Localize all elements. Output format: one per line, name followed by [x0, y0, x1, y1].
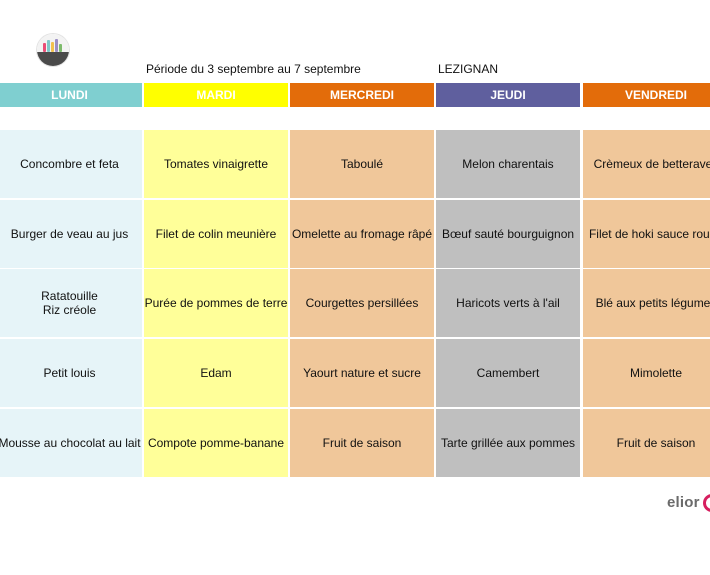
menu-cell: Petit louis: [0, 339, 142, 407]
menu-cell: Omelette au fromage râpé: [290, 200, 434, 268]
menu-cell: Filet de hoki sauce rouge: [583, 200, 710, 268]
menu-item-text: Mousse au chocolat au lait: [0, 436, 141, 450]
menu-cell: Mimolette: [583, 339, 710, 407]
menu-cell: Melon charentais: [436, 130, 580, 198]
menu-item-text: Tarte grillée aux pommes: [440, 436, 576, 450]
day-header-mardi: MARDI: [144, 83, 288, 107]
menu-item-text: Taboulé: [340, 157, 384, 171]
elior-logo: elior: [667, 494, 700, 511]
menu-item-text: Filet de hoki sauce rouge: [588, 227, 710, 241]
menu-item-text: Tomates vinaigrette: [163, 157, 269, 171]
menu-cell: Mousse au chocolat au lait: [0, 409, 142, 477]
menu-item-text: Fruit de saison: [322, 436, 402, 450]
day-header-vendredi: VENDREDI: [583, 83, 710, 107]
menu-item-text: Fruit de saison: [616, 436, 696, 450]
menu-cell: Ratatouille Riz créole: [0, 269, 142, 337]
menu-cell: Bœuf sauté bourguignon: [436, 200, 580, 268]
menu-item-text: Burger de veau au jus: [10, 227, 129, 241]
menu-cell: Haricots verts à l'ail: [436, 269, 580, 337]
menu-cell: Blé aux petits légumes: [583, 269, 710, 337]
menu-cell: Filet de colin meunière: [144, 200, 288, 268]
menu-item-text: Blé aux petits légumes: [595, 296, 710, 310]
menu-item-text: Edam: [200, 366, 232, 380]
location-label: LEZIGNAN: [438, 62, 499, 76]
menu-item-text: Omelette au fromage râpé: [291, 227, 433, 241]
day-header-mercredi: MERCREDI: [290, 83, 434, 107]
menu-cell: Concombre et feta: [0, 130, 142, 198]
menu-cell: Fruit de saison: [583, 409, 710, 477]
menu-item-text: Purée de pommes de terre: [144, 296, 288, 310]
menu-cell: Crèmeux de betteraves: [583, 130, 710, 198]
menu-item-text: Bœuf sauté bourguignon: [441, 227, 575, 241]
menu-cell: Tarte grillée aux pommes: [436, 409, 580, 477]
period-label: Période du 3 septembre au 7 septembre: [146, 62, 361, 76]
school-logo: [37, 34, 69, 66]
menu-item-text: Compote pomme-banane: [147, 436, 285, 450]
menu-cell: Tomates vinaigrette: [144, 130, 288, 198]
menu-item-text: Concombre et feta: [20, 157, 119, 171]
menu-cell: Purée de pommes de terre: [144, 269, 288, 337]
menu-item-text: Filet de colin meunière: [155, 227, 277, 241]
menu-item-text: Mimolette: [629, 366, 682, 380]
menu-item-text: Crèmeux de betteraves: [593, 157, 710, 171]
menu-item-text: Haricots verts à l'ail: [456, 296, 560, 310]
menu-item-text: Camembert: [476, 366, 540, 380]
menu-cell: Burger de veau au jus: [0, 200, 142, 268]
menu-item-text: Courgettes persillées: [305, 296, 419, 310]
day-header-lundi: LUNDI: [0, 83, 142, 107]
menu-item-text: Petit louis: [43, 366, 96, 380]
menu-cell: Taboulé: [290, 130, 434, 198]
menu-cell: Courgettes persillées: [290, 269, 434, 337]
menu-cell: Compote pomme-banane: [144, 409, 288, 477]
menu-cell: Camembert: [436, 339, 580, 407]
menu-item-text: Ratatouille Riz créole: [41, 289, 98, 317]
menu-item-text: Yaourt nature et sucre: [303, 366, 421, 380]
menu-item-text: Melon charentais: [462, 157, 554, 171]
menu-cell: Fruit de saison: [290, 409, 434, 477]
menu-cell: Yaourt nature et sucre: [290, 339, 434, 407]
menu-cell: Edam: [144, 339, 288, 407]
elior-logo-mark: [703, 494, 710, 512]
day-header-jeudi: JEUDI: [436, 83, 580, 107]
